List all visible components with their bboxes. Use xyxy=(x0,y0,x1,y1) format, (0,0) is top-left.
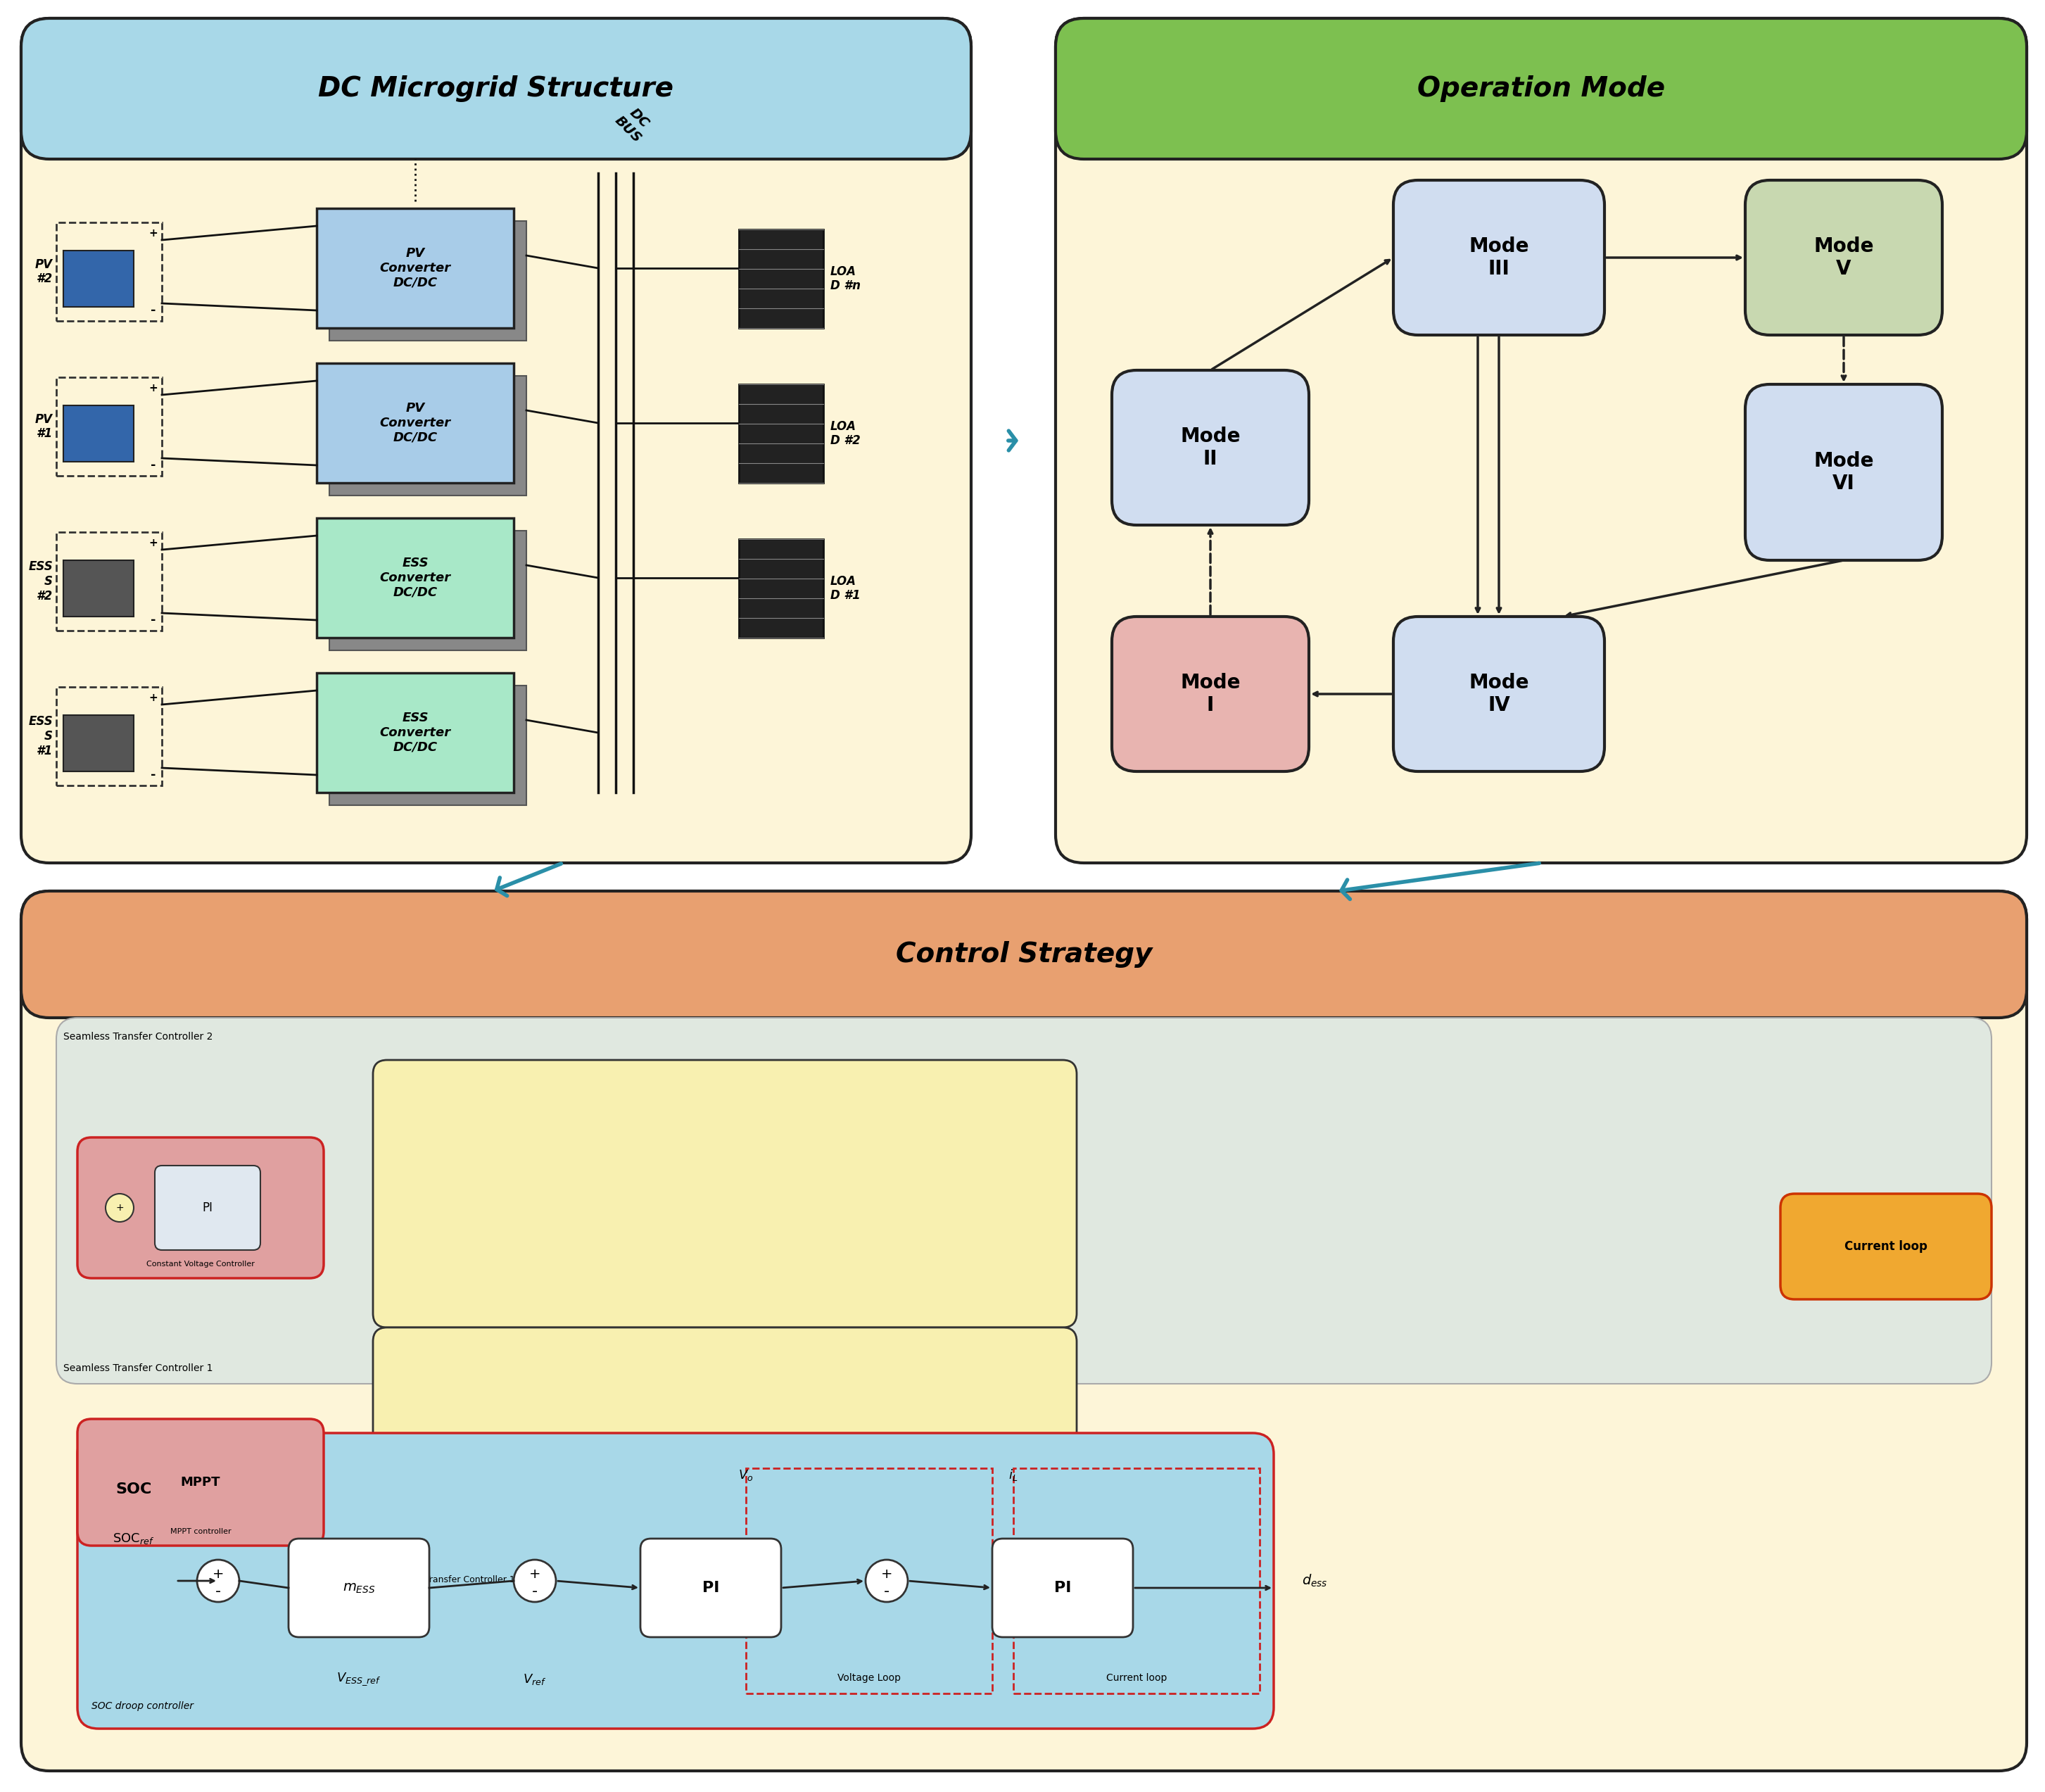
FancyBboxPatch shape xyxy=(63,405,133,462)
FancyBboxPatch shape xyxy=(1055,18,2027,159)
Text: -: - xyxy=(151,769,155,781)
Text: LOA
D #1: LOA D #1 xyxy=(830,575,861,602)
FancyBboxPatch shape xyxy=(1393,616,1605,771)
Text: Mode
IV: Mode IV xyxy=(1468,672,1530,715)
Text: DC
BUS: DC BUS xyxy=(611,102,654,145)
Text: ESS
Converter
DC/DC: ESS Converter DC/DC xyxy=(380,557,450,599)
Text: -: - xyxy=(883,1584,890,1598)
FancyBboxPatch shape xyxy=(1055,18,2027,864)
FancyBboxPatch shape xyxy=(992,1539,1133,1638)
FancyBboxPatch shape xyxy=(372,1328,1076,1595)
FancyBboxPatch shape xyxy=(1744,181,1943,335)
Text: -: - xyxy=(215,1584,221,1598)
FancyBboxPatch shape xyxy=(20,18,971,864)
FancyBboxPatch shape xyxy=(317,364,513,482)
Text: PV
Converter
DC/DC: PV Converter DC/DC xyxy=(380,401,450,444)
Text: Mode
III: Mode III xyxy=(1468,237,1530,280)
Text: Current loop: Current loop xyxy=(1106,1674,1168,1683)
FancyBboxPatch shape xyxy=(78,1419,323,1546)
Text: Mode
II: Mode II xyxy=(1180,426,1241,470)
FancyBboxPatch shape xyxy=(288,1539,429,1638)
Text: SOC$_{ref}$: SOC$_{ref}$ xyxy=(112,1532,155,1546)
Text: $V_{ref}$: $V_{ref}$ xyxy=(524,1672,546,1686)
Circle shape xyxy=(865,1559,908,1602)
Text: +: + xyxy=(149,382,157,392)
Text: $i_L$: $i_L$ xyxy=(1008,1468,1018,1482)
Text: -: - xyxy=(151,305,155,317)
Text: +: + xyxy=(881,1568,892,1581)
Text: LOA
D #2: LOA D #2 xyxy=(830,419,861,448)
FancyBboxPatch shape xyxy=(329,376,526,496)
FancyBboxPatch shape xyxy=(317,672,513,792)
Text: SOC droop controller: SOC droop controller xyxy=(92,1701,194,1711)
Text: $V_{ESS\_ref}$: $V_{ESS\_ref}$ xyxy=(337,1672,380,1688)
FancyBboxPatch shape xyxy=(63,561,133,616)
FancyBboxPatch shape xyxy=(155,1165,260,1251)
Text: $V_o$: $V_o$ xyxy=(738,1468,753,1482)
Text: +: + xyxy=(115,1202,123,1213)
Text: -: - xyxy=(532,1584,538,1598)
Text: LOA
D #n: LOA D #n xyxy=(830,265,861,292)
FancyBboxPatch shape xyxy=(63,251,133,306)
FancyBboxPatch shape xyxy=(372,1061,1076,1328)
Circle shape xyxy=(513,1559,556,1602)
FancyBboxPatch shape xyxy=(317,208,513,328)
FancyBboxPatch shape xyxy=(63,715,133,771)
FancyBboxPatch shape xyxy=(1744,383,1943,561)
Text: Mode
VI: Mode VI xyxy=(1814,452,1873,493)
FancyBboxPatch shape xyxy=(1112,616,1309,771)
Text: PV
Converter
DC/DC: PV Converter DC/DC xyxy=(380,247,450,289)
Text: PI: PI xyxy=(1053,1581,1072,1595)
FancyBboxPatch shape xyxy=(738,229,824,328)
Text: Mode
I: Mode I xyxy=(1180,672,1241,715)
Text: +: + xyxy=(149,228,157,238)
FancyBboxPatch shape xyxy=(57,1018,1992,1383)
Text: PV
#2: PV #2 xyxy=(35,258,53,285)
Text: +: + xyxy=(149,538,157,548)
FancyBboxPatch shape xyxy=(20,891,2027,1018)
Text: PV
#1: PV #1 xyxy=(35,412,53,441)
Text: PI: PI xyxy=(701,1581,720,1595)
Text: PI: PI xyxy=(202,1201,213,1215)
Text: Control Strategy: Control Strategy xyxy=(896,941,1151,968)
Text: Seamless Transfer Controller 1: Seamless Transfer Controller 1 xyxy=(63,1364,213,1373)
FancyBboxPatch shape xyxy=(738,539,824,638)
Text: DC Microgrid Structure: DC Microgrid Structure xyxy=(319,75,673,102)
Text: MPPT: MPPT xyxy=(180,1477,221,1489)
FancyBboxPatch shape xyxy=(329,686,526,805)
Text: Constant Voltage Controller: Constant Voltage Controller xyxy=(147,1260,256,1267)
Text: SOC: SOC xyxy=(117,1482,151,1496)
Circle shape xyxy=(196,1559,239,1602)
FancyBboxPatch shape xyxy=(738,383,824,482)
Text: +: + xyxy=(530,1568,540,1581)
FancyBboxPatch shape xyxy=(329,220,526,340)
FancyBboxPatch shape xyxy=(1781,1193,1992,1299)
FancyBboxPatch shape xyxy=(20,891,2027,1770)
Text: ESS
S
#2: ESS S #2 xyxy=(29,561,53,602)
Text: +: + xyxy=(213,1568,225,1581)
Text: $d_{ess}$: $d_{ess}$ xyxy=(1303,1573,1327,1590)
Text: Voltage Loop: Voltage Loop xyxy=(836,1674,900,1683)
FancyBboxPatch shape xyxy=(640,1539,781,1638)
Text: Mode
V: Mode V xyxy=(1814,237,1873,280)
Text: ESS
S
#1: ESS S #1 xyxy=(29,715,53,758)
Text: Seamless Transfer Controller 2: Seamless Transfer Controller 2 xyxy=(63,1032,213,1041)
Text: Current loop: Current loop xyxy=(1845,1240,1928,1253)
Text: -: - xyxy=(151,459,155,471)
FancyBboxPatch shape xyxy=(1393,181,1605,335)
FancyBboxPatch shape xyxy=(329,530,526,650)
Text: $m_{ESS}$: $m_{ESS}$ xyxy=(342,1581,376,1595)
FancyBboxPatch shape xyxy=(20,18,971,159)
Text: +: + xyxy=(149,692,157,702)
Text: Operation Mode: Operation Mode xyxy=(1417,75,1665,102)
Text: -: - xyxy=(151,613,155,627)
FancyBboxPatch shape xyxy=(1112,371,1309,525)
FancyBboxPatch shape xyxy=(78,1138,323,1278)
Text: Seamless Transfer Controller 1: Seamless Transfer Controller 1 xyxy=(380,1575,515,1584)
FancyBboxPatch shape xyxy=(78,1434,1274,1729)
Text: ESS
Converter
DC/DC: ESS Converter DC/DC xyxy=(380,711,450,754)
Circle shape xyxy=(106,1193,133,1222)
Text: MPPT controller: MPPT controller xyxy=(170,1529,231,1536)
FancyBboxPatch shape xyxy=(317,518,513,638)
